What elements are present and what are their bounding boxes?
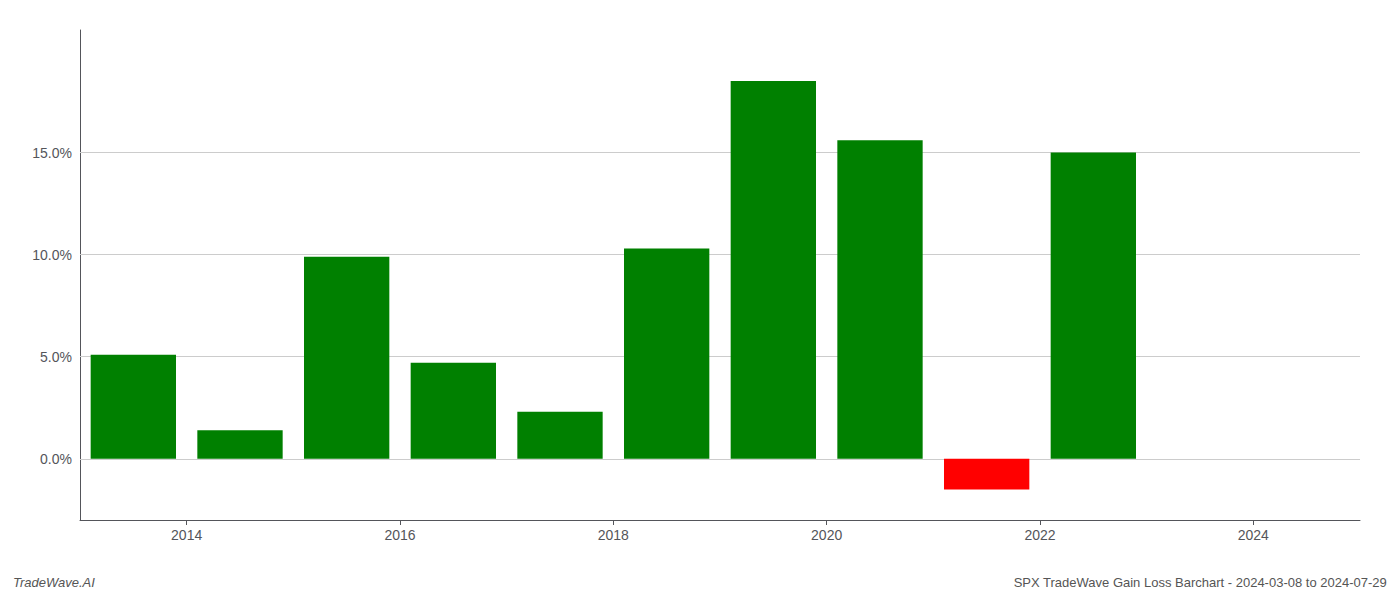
svg-text:2022: 2022 (1024, 527, 1055, 543)
svg-text:2016: 2016 (384, 527, 415, 543)
svg-text:2020: 2020 (811, 527, 842, 543)
svg-text:5.0%: 5.0% (40, 349, 72, 365)
svg-text:0.0%: 0.0% (40, 451, 72, 467)
svg-text:10.0%: 10.0% (32, 247, 72, 263)
svg-text:2014: 2014 (171, 527, 202, 543)
svg-text:SPX TradeWave Gain Loss Barcha: SPX TradeWave Gain Loss Barchart - 2024-… (1014, 575, 1387, 590)
svg-text:2024: 2024 (1238, 527, 1269, 543)
svg-text:2018: 2018 (598, 527, 629, 543)
svg-text:TradeWave.AI: TradeWave.AI (13, 575, 95, 590)
svg-text:15.0%: 15.0% (32, 145, 72, 161)
